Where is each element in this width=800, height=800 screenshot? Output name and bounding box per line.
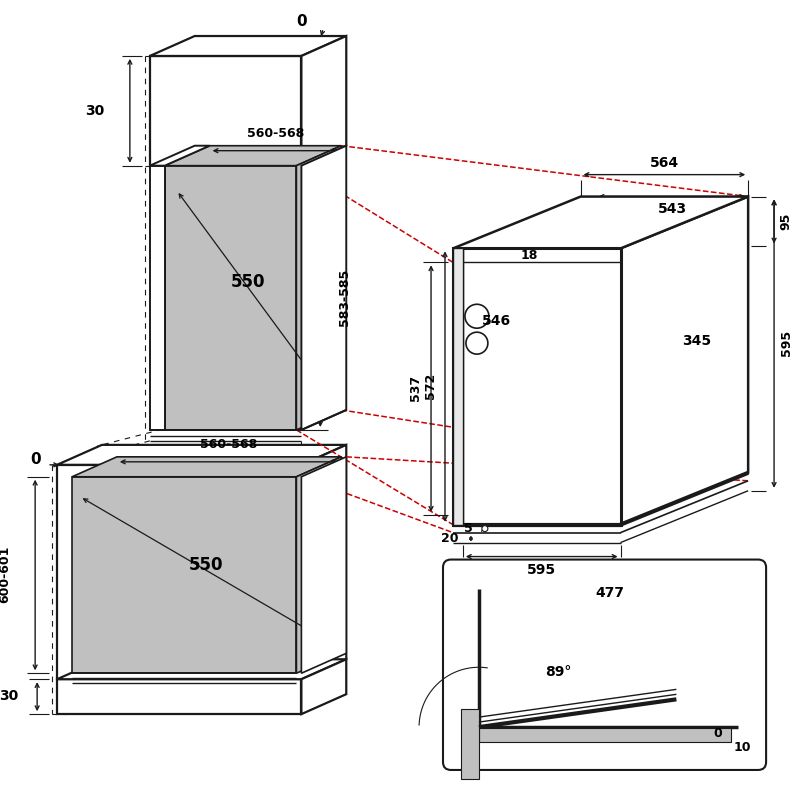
Polygon shape bbox=[297, 457, 342, 674]
Polygon shape bbox=[165, 166, 297, 430]
Bar bbox=[461, 709, 479, 779]
Polygon shape bbox=[57, 465, 302, 679]
Text: 0: 0 bbox=[30, 452, 41, 467]
Text: 0: 0 bbox=[714, 726, 722, 739]
Polygon shape bbox=[621, 197, 748, 525]
Circle shape bbox=[466, 332, 488, 354]
Polygon shape bbox=[72, 477, 297, 674]
Text: 572: 572 bbox=[424, 373, 437, 399]
Text: 564: 564 bbox=[650, 156, 679, 170]
Polygon shape bbox=[57, 679, 302, 714]
Text: 20: 20 bbox=[442, 532, 459, 545]
Text: 550: 550 bbox=[230, 274, 265, 291]
Text: 546: 546 bbox=[482, 314, 511, 328]
Polygon shape bbox=[302, 146, 346, 430]
Text: 537: 537 bbox=[409, 375, 422, 401]
Text: 18: 18 bbox=[521, 249, 538, 262]
Text: 30: 30 bbox=[86, 104, 105, 118]
Polygon shape bbox=[453, 197, 748, 249]
Polygon shape bbox=[150, 56, 302, 166]
Text: 0: 0 bbox=[296, 14, 306, 29]
Polygon shape bbox=[302, 36, 346, 166]
Text: 95: 95 bbox=[779, 213, 793, 230]
Polygon shape bbox=[150, 36, 346, 56]
Text: 89°: 89° bbox=[546, 666, 572, 679]
Text: 10: 10 bbox=[733, 741, 750, 754]
Polygon shape bbox=[57, 445, 346, 465]
Text: 30: 30 bbox=[0, 689, 19, 703]
Circle shape bbox=[482, 526, 488, 532]
Text: 595: 595 bbox=[527, 562, 556, 577]
Polygon shape bbox=[453, 249, 463, 525]
Circle shape bbox=[465, 304, 489, 328]
Polygon shape bbox=[165, 146, 342, 166]
Text: 5: 5 bbox=[464, 522, 473, 535]
Text: 583-585: 583-585 bbox=[338, 269, 350, 326]
Text: 600-601: 600-601 bbox=[0, 546, 12, 603]
Polygon shape bbox=[297, 146, 342, 430]
Polygon shape bbox=[302, 445, 346, 679]
FancyBboxPatch shape bbox=[443, 559, 766, 770]
Polygon shape bbox=[72, 457, 342, 477]
Text: 345: 345 bbox=[682, 334, 711, 348]
Polygon shape bbox=[150, 166, 165, 430]
Text: 550: 550 bbox=[189, 555, 223, 574]
Polygon shape bbox=[57, 659, 346, 679]
Polygon shape bbox=[150, 146, 210, 166]
Polygon shape bbox=[453, 249, 621, 525]
Text: 560-568: 560-568 bbox=[247, 127, 304, 140]
Text: 477: 477 bbox=[595, 586, 624, 601]
Polygon shape bbox=[302, 457, 346, 674]
Text: 595: 595 bbox=[779, 330, 793, 356]
Text: 560-568: 560-568 bbox=[200, 438, 258, 451]
Bar bbox=[479, 728, 731, 742]
Polygon shape bbox=[302, 659, 346, 714]
Text: 543: 543 bbox=[658, 202, 687, 215]
